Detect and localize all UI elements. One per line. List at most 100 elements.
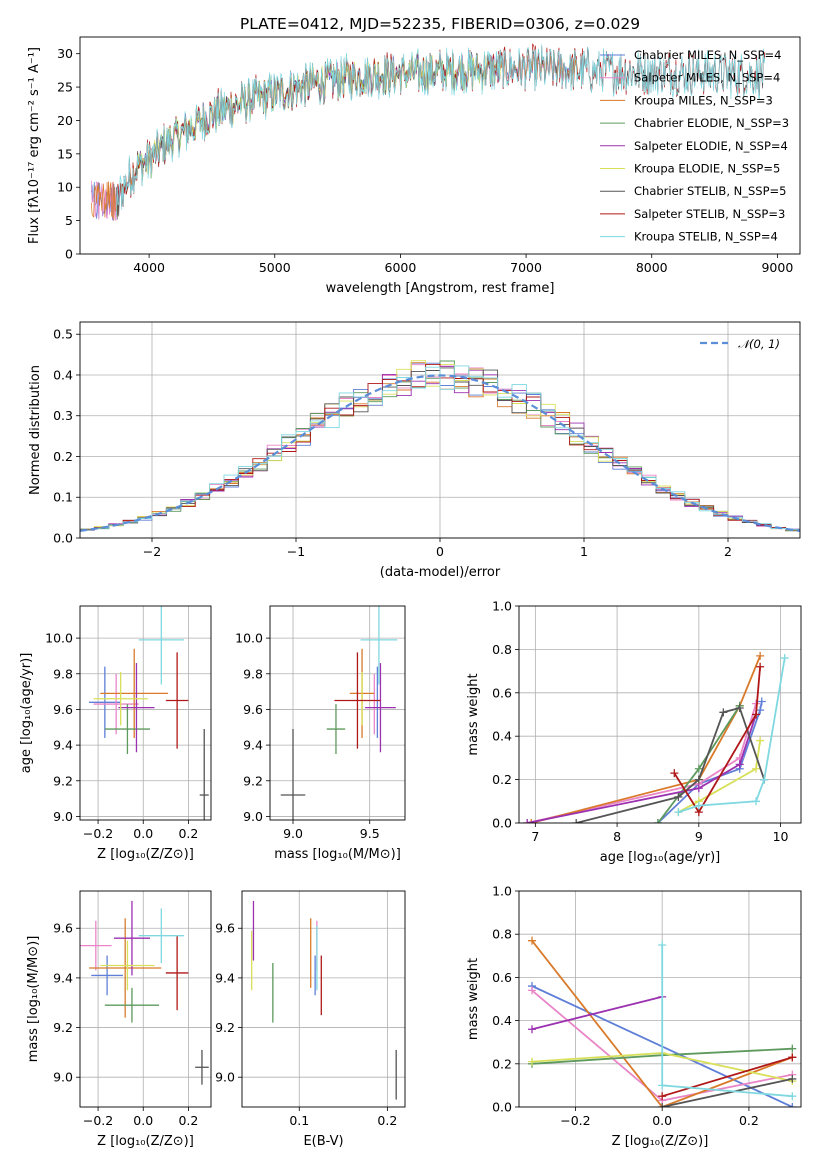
x-tick-label: 0.0 [133,1113,153,1128]
weight-point-marker [528,1057,537,1066]
y-tick-label: 9.6 [215,921,235,936]
x-tick-label: 10 [773,829,789,844]
y-tick-label: 0.1 [53,490,73,505]
y-tick-label: 9.2 [215,1020,235,1035]
weight-point-marker [735,703,744,712]
legend-label: Chabrier MILES, N_SSP=4 [634,48,781,62]
weight-point-marker [788,1103,797,1107]
panel-age-vs-mass: 9.0 9.5 9.0 9.2 9.4 9.6 9.8 10.0 mass [log₁₀(M/M… [235,605,406,862]
x-tick-label: 5000 [259,260,291,275]
weight-point-marker [527,819,536,823]
weight-series-line [673,666,761,814]
weight-series-line [531,655,761,823]
legend-label: Kroupa MILES, N_SSP=3 [634,93,773,107]
weight-point-marker [670,769,679,778]
weight-point-marker [756,736,765,745]
y-tick-label: 9.0 [215,1070,235,1085]
x-tick-label: 8 [613,829,621,844]
y-tick-label: 0.0 [492,1100,512,1115]
y-tick-label: 9.8 [53,666,73,681]
y-axis-label: mass weight [466,958,481,1040]
y-tick-label: 10.0 [235,631,263,646]
weight-point-marker [788,1044,797,1053]
legend-label: 𝒩(0, 1) [738,337,780,351]
y-tick-label: 0.5 [53,327,73,342]
x-tick-label: 0.2 [739,1113,759,1128]
axes-frame [79,605,212,821]
weight-point-marker [719,708,728,717]
y-tick-label: 0.2 [492,1056,512,1071]
weight-series-line [677,740,761,813]
panel-mass-weight-vs-Z: −0.2 0.0 0.2 0.0 0.2 0.4 0.6 0.8 1.0 Z [log₁₀(Z/Z… [466,884,802,1149]
weight-point-marker [788,1053,797,1062]
x-tick-label: −2 [143,544,161,559]
weight-point-marker [658,1092,667,1101]
legend-label: Kroupa STELIB, N_SSP=4 [634,230,778,244]
weight-point-marker [757,697,766,706]
axes-frame [241,890,406,1108]
axes-frame [518,605,802,824]
axes-frame [79,36,801,255]
weight-point-marker [523,819,532,823]
weight-point-marker [653,819,662,823]
spectrum-series-line [116,44,766,216]
y-tick-label: 30 [57,46,73,61]
y-tick-label: 0.4 [53,367,73,382]
y-axis-label: mass [log₁₀(M/M⊙)] [26,936,41,1063]
x-tick-label: 0 [436,544,444,559]
y-tick-label: 0.6 [492,970,512,985]
x-axis-label: age [log₁₀(age/yr)] [600,850,721,865]
y-tick-label: 0.4 [492,1013,512,1028]
x-axis-label: Z [log₁₀(Z/Z⊙)] [612,1134,709,1149]
plot-area [80,606,211,820]
y-tick-label: 9.4 [53,738,73,753]
y-tick-label: 0.3 [53,408,73,423]
y-tick-label: 9.8 [243,666,263,681]
y-tick-label: 0.2 [53,449,73,464]
legend-label: Chabrier STELIB, N_SSP=5 [634,184,786,198]
y-tick-label: 0.0 [53,531,73,546]
y-tick-label: 9.2 [53,1020,73,1035]
plot-area [90,43,766,222]
y-tick-label: 0.0 [492,816,512,831]
panel-mass-vs-Z: −0.2 0.0 0.2 9.0 9.2 9.4 9.6 Z [log₁₀(Z/Z⊙)] mas… [26,890,212,1149]
y-tick-label: 10.0 [45,631,73,646]
weight-point-marker [788,1074,797,1083]
x-tick-label: −0.2 [83,1113,113,1128]
y-tick-label: 9.2 [243,773,263,788]
x-tick-label: −1 [287,544,305,559]
weight-point-marker [694,784,703,793]
weight-point-marker [788,1092,797,1101]
gaussian-curve [80,374,800,532]
weight-point-marker [674,792,683,801]
y-tick-label: 9.4 [243,738,263,753]
axes-frame [79,890,212,1108]
x-tick-label: 9 [695,829,703,844]
weight-point-marker [528,1025,537,1034]
x-tick-label: 0.2 [178,1113,198,1128]
weight-point-marker [694,801,703,810]
weight-point-marker [735,760,744,769]
weight-series-line [531,940,793,1107]
weight-series-line [575,706,766,823]
y-tick-label: 0.2 [492,772,512,787]
weight-point-marker [752,797,761,806]
weight-point-marker [658,941,667,949]
x-tick-label: 1 [580,544,588,559]
weight-point-marker [760,775,769,784]
y-tick-label: 0.8 [492,642,512,657]
plot-area [519,606,801,823]
weight-series-line [661,1056,793,1098]
y-tick-label: 9.2 [53,773,73,788]
y-tick-label: 25 [57,80,73,95]
panel-residuals: −2 −1 0 1 2 0.0 0.1 0.2 0.3 0.4 0.5 (data-model)/er… [28,321,801,580]
weight-point-marker [756,706,765,715]
weight-series-line [662,1078,793,1107]
x-tick-label: 9.0 [283,826,303,841]
x-tick-label: 9000 [761,260,793,275]
y-tick-label: 9.4 [215,970,235,985]
plot-area [519,891,801,1107]
axes-frame [518,890,802,1108]
